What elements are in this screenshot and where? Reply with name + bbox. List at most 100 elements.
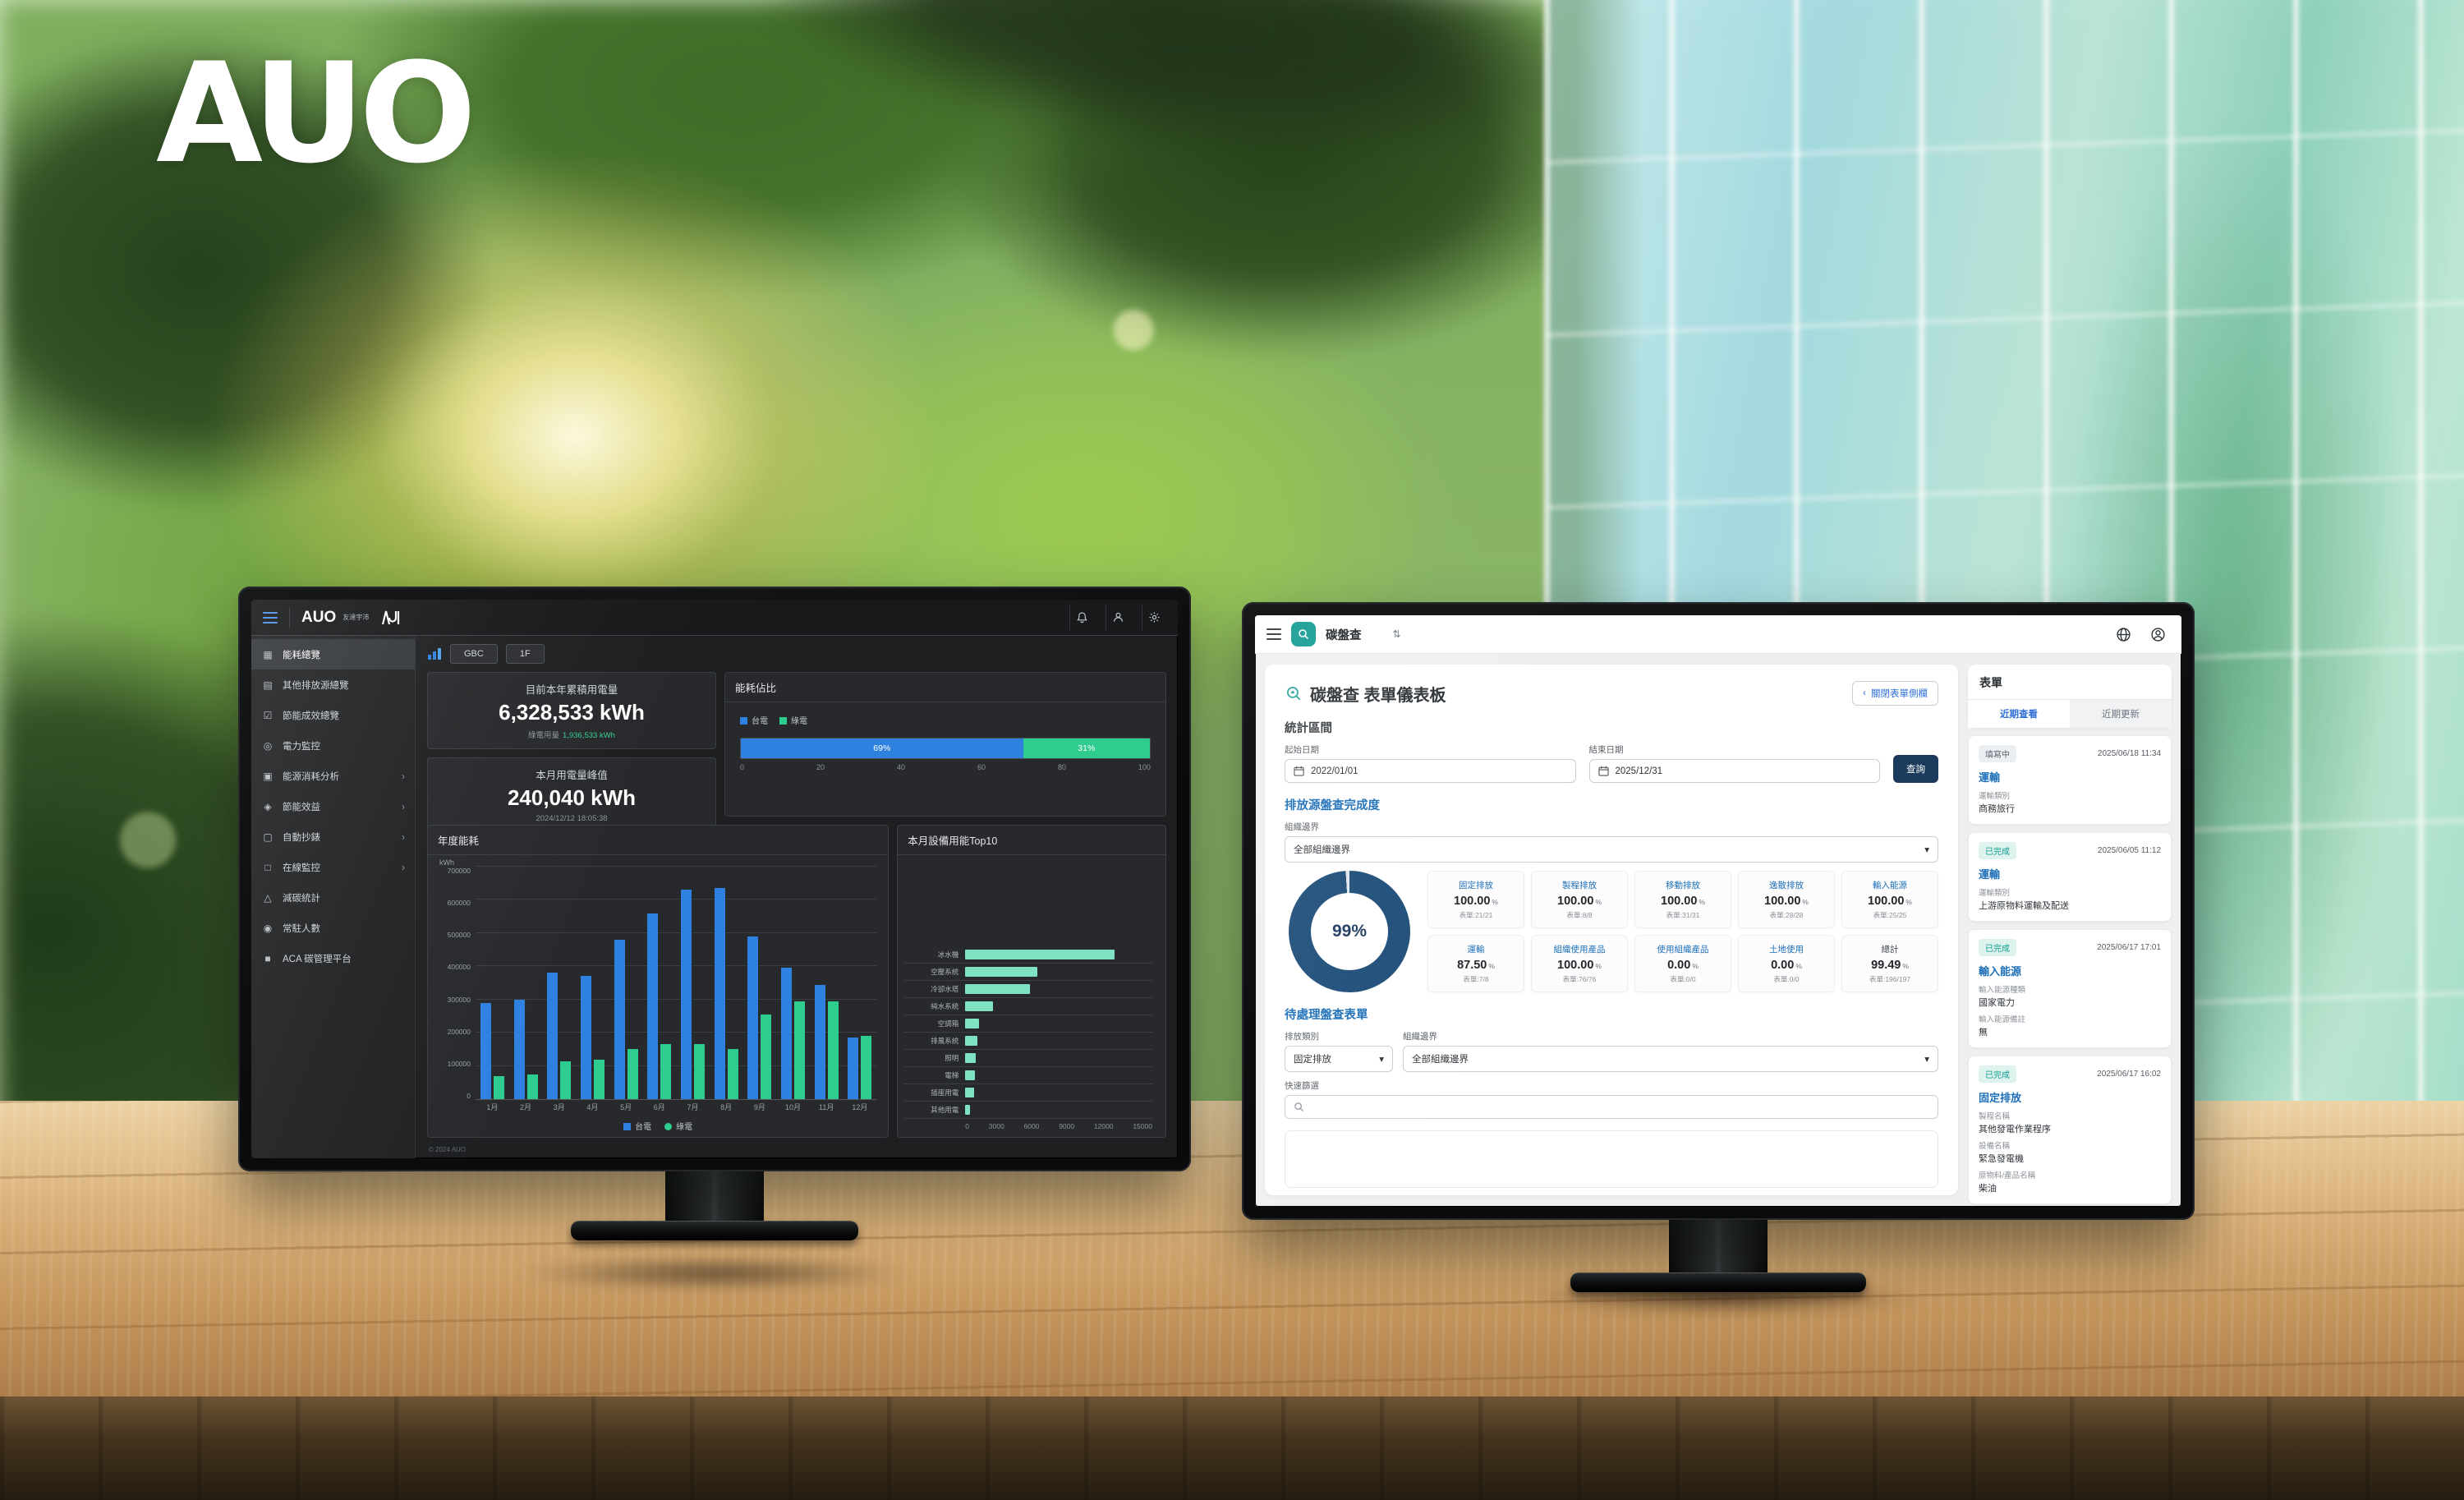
menu-icon[interactable] [1266,628,1281,640]
menu-icon[interactable] [263,611,278,623]
account-icon[interactable] [2145,622,2170,646]
bars-area [476,867,876,1099]
start-date-input[interactable]: 2022/01/01 [1285,759,1576,783]
user-icon[interactable] [1106,605,1130,630]
device-label: 空壓系統 [931,968,959,976]
site-tabs: GBC 1F [427,644,1166,664]
energy-ratio-axis: 0 20 40 60 80 100 [740,763,1151,771]
completion-card: 使用組織產品 0.00% 表單:0/0 [1634,935,1731,992]
tab-recently-updated[interactable]: 近期更新 [2070,700,2172,728]
x-tick-label: 12月 [852,1102,868,1111]
sidebar-item-energy-overview[interactable]: ▦ 能耗總覽 [251,639,415,669]
bell-icon[interactable] [1069,605,1094,630]
auo-watermark-logo: AUO [156,33,476,194]
device-label: 空調箱 [937,1019,959,1028]
query-button[interactable]: 查詢 [1893,755,1938,783]
monitor-right-stand-base [1570,1272,1866,1292]
quick-filter-search-input[interactable] [1285,1095,1938,1119]
chevron-right-icon: › [402,770,405,782]
period-section-title: 統計區間 [1285,722,1332,735]
tab-recently-viewed[interactable]: 近期查看 [1968,700,2070,728]
bar-冷卻水塔 [965,984,1031,994]
monitor-right-bezel: 碳盤查 ⇅ 碳盤查 表單儀表板 [1242,602,2195,1220]
energy-ratio-legend: 台電 綠電 [740,714,1151,726]
form-card[interactable]: 已完成 2025/06/17 17:01 輸入能源 輸入能源種類 國家電力 輸入能… [1968,929,2172,1048]
sidebar-item-power-monitoring[interactable]: ◎ 電力監控 [251,730,415,761]
completion-card: 運輸 87.50% 表單:7/8 [1427,935,1524,992]
search-icon [1294,1102,1304,1112]
top10-rows: 冰水機 空壓系統 冷卻水塔 純水系統 空調箱 排風系統 照明 電梯 插座用電 其他用電 [904,946,1152,1119]
y-tick-label: 0 [467,1091,471,1100]
sidebar-item-online-monitoring[interactable]: □ 在線監控 › [251,852,415,882]
bar-台電 [781,968,793,1099]
pending-org-select[interactable]: 全部組織邊界 ▾ [1403,1046,1938,1072]
legend-item: 綠電 [664,1120,692,1132]
tab-1f[interactable]: 1F [505,644,545,664]
bar-冰水機 [965,950,1115,959]
x-tick-label: 0 [740,763,745,771]
globe-icon[interactable] [2111,622,2135,646]
target-icon: ◎ [263,739,273,752]
legend-item: 綠電 [779,714,807,726]
gear-icon[interactable] [1142,605,1166,630]
app-switcher-icon[interactable]: ⇅ [1392,628,1401,640]
y-tick-label: 100000 [447,1059,471,1068]
end-date-input[interactable]: 2025/12/31 [1588,759,1880,783]
category-select[interactable]: 固定排放 ▾ [1285,1046,1393,1072]
sidebar-item-aca-platform[interactable]: ■ ACA 碳管理平台 [251,943,415,973]
device-label: 排風系統 [931,1037,959,1045]
completion-card: 土地使用 0.00% 表單:0/0 [1738,935,1835,992]
monitor-left-bezel: AUO 友達宇沛 [238,587,1191,1171]
annual-energy-plot [476,866,877,1100]
x-tick-label: 4月 [586,1102,599,1111]
device-label: 照明 [945,1054,959,1062]
bar-track [965,1105,1152,1115]
sidebar-item-other-emission-sources[interactable]: ▤ 其他排放源總覽 [251,669,415,700]
status-badge: 已完成 [1979,939,2016,956]
device-label: 其他用電 [931,1106,959,1114]
monthly-peak-value: 240,040 kWh [507,785,637,810]
close-side-panel-button[interactable]: ‹ 關閉表單側欄 [1852,681,1938,706]
top10-row: 空壓系統 [904,964,1152,981]
gridline [476,965,877,967]
completion-card-total: 總計 99.49% 表單:196/197 [1841,935,1938,992]
form-card[interactable]: 已完成 2025/06/17 16:02 固定排放 製程名稱 其他發電作業程序 設… [1968,1056,2172,1204]
bar-track [965,1088,1152,1097]
chevron-left-icon: ‹ [1863,688,1866,698]
x-tick-label: 40 [896,763,905,771]
status-badge: 填寫中 [1979,745,2016,762]
gridline [476,932,877,933]
bar-台電 [747,936,759,1099]
sidebar-item-energy-analysis[interactable]: ▣ 能源消耗分析 › [251,761,415,791]
bar-group [710,867,743,1099]
bar-group [810,867,844,1099]
bar-track [965,1070,1152,1080]
top10-row: 冷卻水塔 [904,981,1152,998]
form-card[interactable]: 已完成 2025/06/05 11:12 運輸 運輸類別 上游原物料運輸及配送 [1968,832,2172,922]
sidebar-item-saving-performance[interactable]: ☑ 節能成效總覽 [251,700,415,730]
x-tick-label: 100 [1138,763,1151,771]
bar-綠電 [493,1075,504,1099]
form-card[interactable]: 填寫中 2025/06/18 11:34 運輸 運輸類別 商務旅行 [1968,735,2172,825]
bar-group [576,867,609,1099]
gridline [476,866,877,867]
tab-gbc[interactable]: GBC [450,644,498,664]
sidebar-item-headcount[interactable]: ◉ 常駐人數 [251,913,415,943]
sidebar-item-saving-benefit[interactable]: ◈ 節能效益 › [251,791,415,821]
x-tick-label: 80 [1057,763,1066,771]
sidebar-item-carbon-reduction[interactable]: △ 減碳統計 [251,882,415,913]
calendar-icon [1597,766,1609,776]
x-tick-label: 3000 [988,1122,1004,1130]
org-boundary-select[interactable]: 全部組織邊界 ▾ [1285,836,1938,863]
sidebar-item-auto-meter[interactable]: ▢ 自動抄錶 › [251,821,415,852]
carbon-app-icon[interactable] [1291,622,1316,646]
completion-donut-wrap: 99% [1285,871,1414,992]
bar-綠電 [593,1059,605,1099]
x-tick-label: 1月 [486,1102,499,1111]
completion-card: 組織使用產品 100.00% 表單:76/76 [1531,935,1628,992]
x-tick-label: 12000 [1093,1122,1114,1130]
app-name: 碳盤查 [1326,628,1362,642]
footer-copyright: © 2024 AUO [429,1146,467,1153]
bar-空壓系統 [965,967,1038,977]
y-axis-ticks: 700000 600000 500000 400000 300000 200000 1000… [436,867,471,1113]
